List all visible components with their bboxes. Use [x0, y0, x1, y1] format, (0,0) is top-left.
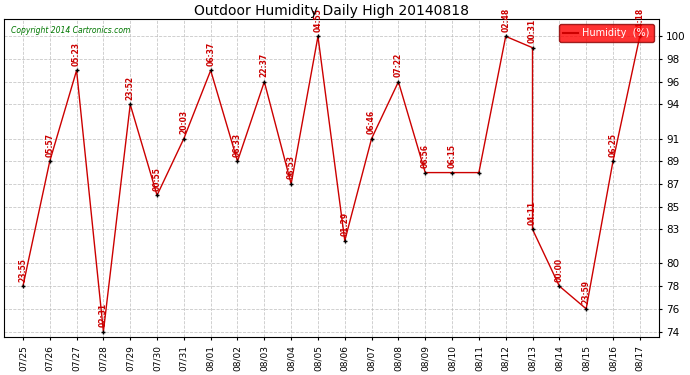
- Text: 06:15: 06:15: [448, 144, 457, 168]
- Text: 05:57: 05:57: [46, 133, 55, 157]
- Point: [446, 170, 457, 176]
- Point: [473, 170, 484, 176]
- Point: [313, 33, 324, 39]
- Text: 00:00: 00:00: [555, 258, 564, 282]
- Text: 07:22: 07:22: [394, 53, 403, 77]
- Point: [366, 135, 377, 141]
- Text: 00:55: 00:55: [152, 167, 161, 191]
- Point: [71, 68, 82, 74]
- Point: [634, 33, 645, 39]
- Point: [527, 226, 538, 232]
- Point: [420, 170, 431, 176]
- Point: [259, 79, 270, 85]
- Point: [393, 79, 404, 85]
- Point: [554, 283, 565, 289]
- Point: [178, 135, 189, 141]
- Point: [205, 68, 216, 74]
- Point: [17, 283, 28, 289]
- Point: [500, 33, 511, 39]
- Text: 06:53: 06:53: [286, 155, 295, 179]
- Text: 00:31: 00:31: [528, 19, 537, 43]
- Text: 06:56: 06:56: [421, 144, 430, 168]
- Text: 22:37: 22:37: [260, 53, 269, 77]
- Point: [44, 158, 55, 164]
- Text: 06:33: 06:33: [233, 133, 242, 157]
- Text: 01:29: 01:29: [340, 212, 349, 236]
- Text: 23:59: 23:59: [582, 280, 591, 304]
- Point: [607, 158, 618, 164]
- Point: [527, 45, 538, 51]
- Text: 23:52: 23:52: [126, 76, 135, 100]
- Text: 02:31: 02:31: [99, 303, 108, 327]
- Text: 20:03: 20:03: [179, 110, 188, 134]
- Point: [286, 181, 297, 187]
- Text: 06:46: 06:46: [367, 110, 376, 134]
- Point: [581, 306, 592, 312]
- Title: Outdoor Humidity Daily High 20140818: Outdoor Humidity Daily High 20140818: [194, 4, 469, 18]
- Text: Copyright 2014 Cartronics.com: Copyright 2014 Cartronics.com: [11, 26, 130, 35]
- Text: 23:55: 23:55: [19, 258, 28, 282]
- Legend: Humidity  (%): Humidity (%): [559, 24, 653, 42]
- Text: 06:25: 06:25: [609, 133, 618, 157]
- Point: [232, 158, 243, 164]
- Text: 05:23: 05:23: [72, 42, 81, 66]
- Point: [339, 238, 351, 244]
- Point: [125, 102, 136, 108]
- Text: 04:11: 04:11: [528, 201, 537, 225]
- Text: 02:48: 02:48: [501, 8, 510, 32]
- Text: 04:18: 04:18: [635, 8, 644, 32]
- Point: [98, 328, 109, 334]
- Text: 06:37: 06:37: [206, 42, 215, 66]
- Text: 04:55: 04:55: [313, 8, 322, 32]
- Point: [152, 192, 163, 198]
